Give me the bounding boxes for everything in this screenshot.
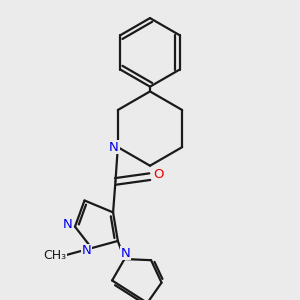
- Text: N: N: [82, 244, 92, 257]
- Text: CH₃: CH₃: [44, 249, 67, 262]
- Text: N: N: [109, 141, 119, 154]
- Text: N: N: [121, 247, 130, 260]
- Text: N: N: [63, 218, 73, 231]
- Text: O: O: [153, 168, 164, 181]
